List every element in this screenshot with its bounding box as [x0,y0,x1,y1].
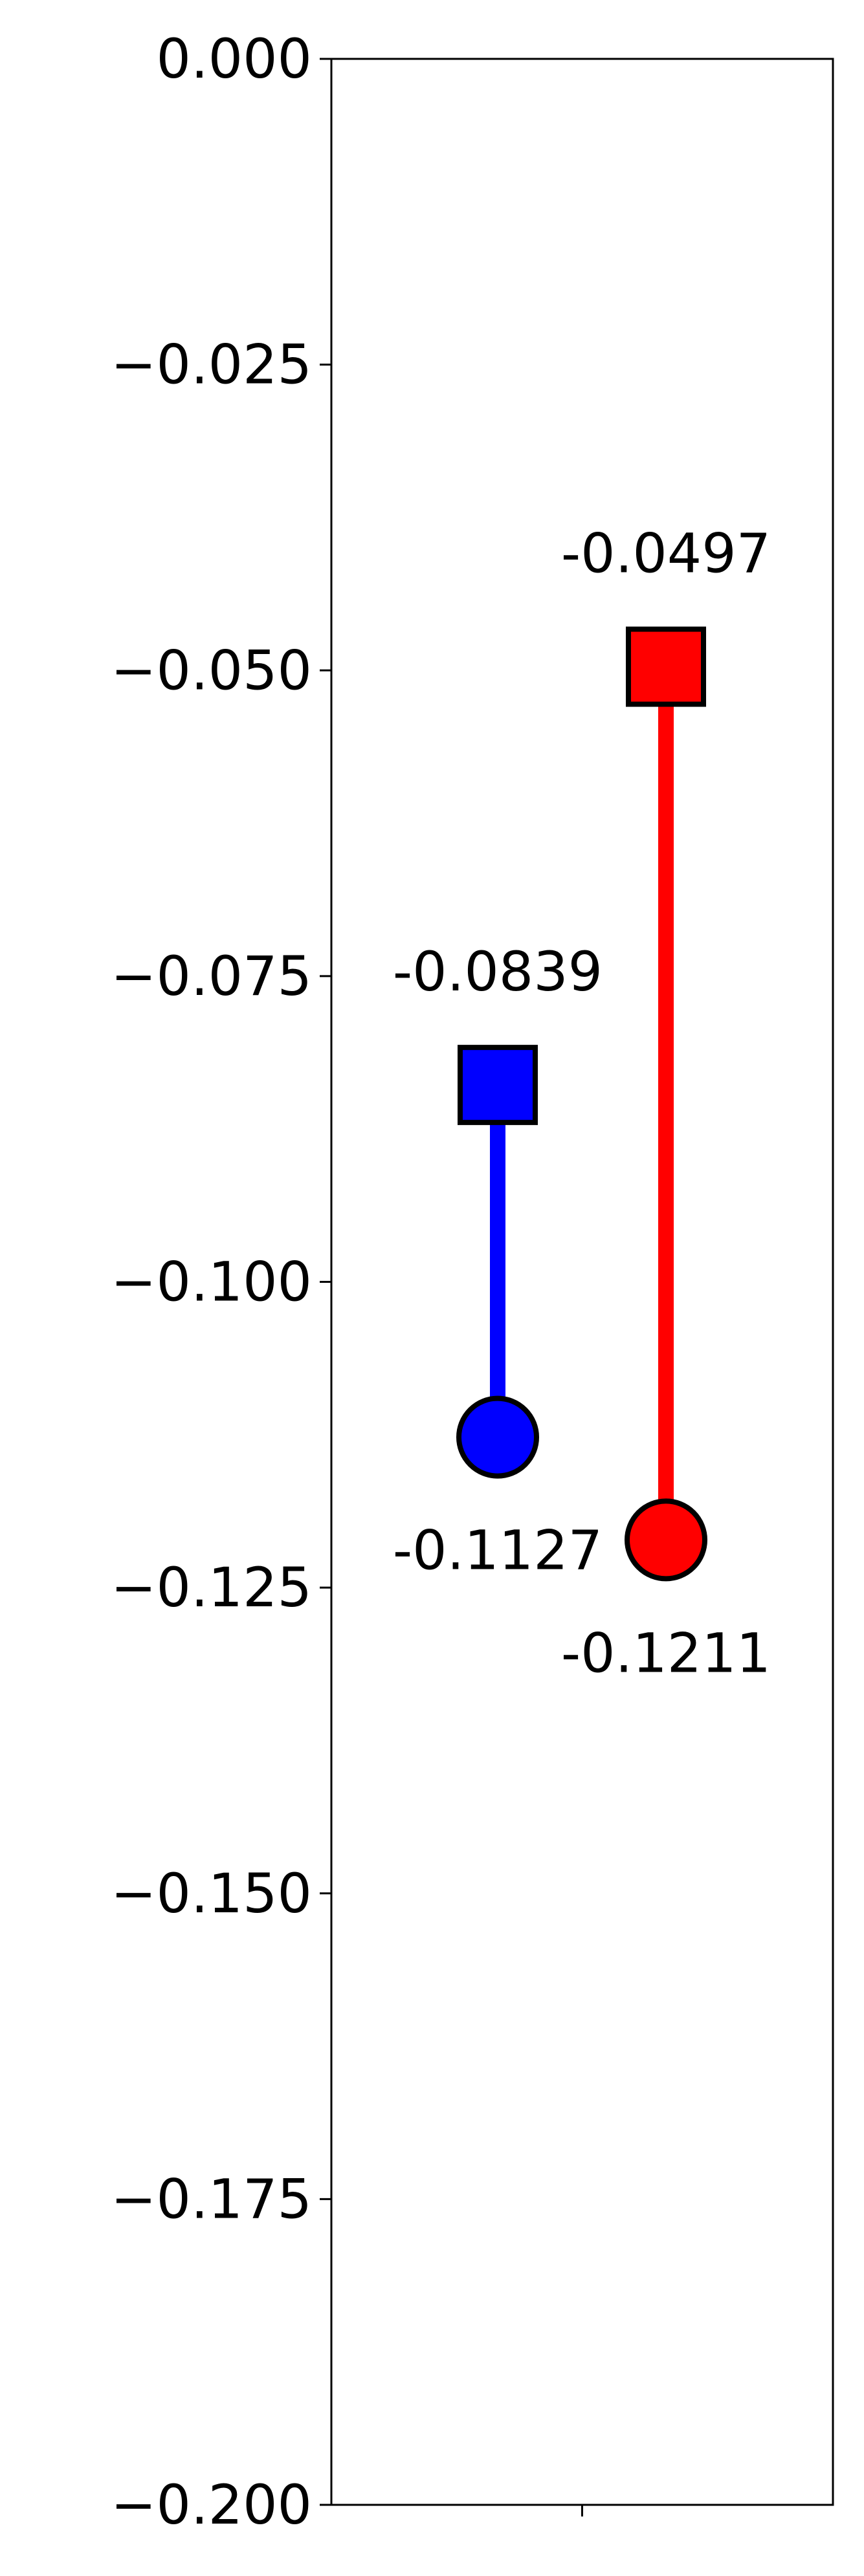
y-tick-label: −0.100 [111,1250,312,1314]
square-value-label: -0.0839 [393,940,603,1003]
y-tick-label: −0.200 [111,2473,312,2537]
y-tick-label: −0.150 [111,1862,312,1925]
circle-value-label: -0.1211 [561,1621,771,1685]
y-tick-label: −0.125 [111,1556,312,1619]
circle-marker [456,1395,539,1479]
circle-value-label: -0.1127 [393,1519,603,1582]
square-marker [626,626,706,707]
y-tick-label: −0.175 [111,2167,312,2231]
y-tick-label: −0.050 [111,639,312,702]
circle-marker [625,1498,707,1582]
y-tick-label: −0.075 [111,944,312,1008]
series-group: -0.0839 -0.1127 -0.0497 -0.1211 [393,522,771,1685]
y-axis: 0.000 −0.025 −0.050 −0.075 −0.100 −0.125 −0.15… [111,27,331,2537]
square-value-label: -0.0497 [561,522,771,585]
y-tick-label: 0.000 [157,27,312,91]
square-marker [458,1045,538,1126]
plot-area [331,59,833,2505]
y-tick-label: −0.025 [111,333,312,397]
plot-frame [330,58,834,2506]
